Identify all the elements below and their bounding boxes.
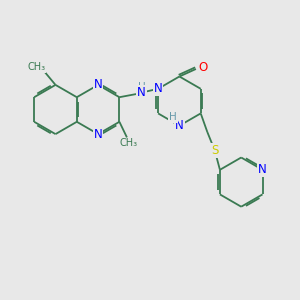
Text: N: N (94, 78, 103, 92)
Text: N: N (136, 86, 146, 99)
Text: O: O (198, 61, 207, 74)
Text: N: N (258, 163, 267, 176)
Text: N: N (94, 128, 103, 141)
Text: CH₃: CH₃ (28, 62, 46, 72)
Text: N: N (175, 119, 184, 132)
Text: S: S (211, 144, 218, 157)
Text: H: H (169, 112, 177, 122)
Text: H: H (138, 82, 146, 92)
Text: N: N (154, 82, 163, 95)
Text: CH₃: CH₃ (119, 138, 137, 148)
